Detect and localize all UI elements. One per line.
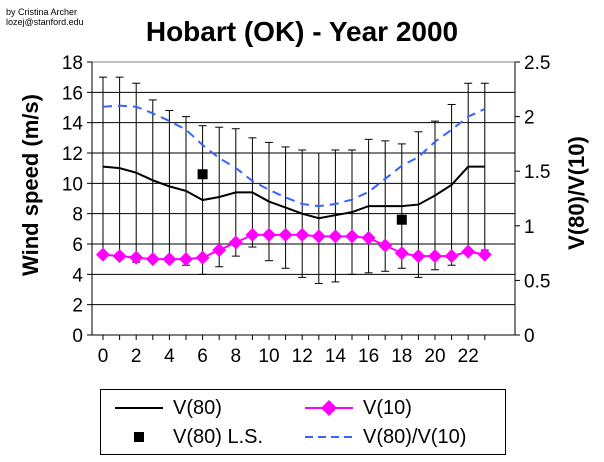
data-point-diamond (361, 230, 376, 245)
data-point-diamond (428, 249, 442, 264)
x-tick-label: 6 (197, 346, 208, 367)
y-tick-label: 0 (72, 326, 83, 347)
series-layer (96, 104, 492, 267)
y-tick-label: 4 (72, 265, 83, 286)
data-point-diamond (411, 249, 426, 264)
chart-title: Hobart (OK) - Year 2000 (145, 16, 459, 47)
data-point-diamond (461, 244, 476, 259)
y2-tick-label: 1.5 (524, 162, 550, 183)
credit-author: by Cristina Archer (6, 7, 78, 17)
x-tick-label: 22 (458, 346, 479, 367)
y-tick-label: 6 (72, 235, 83, 256)
legend-label: V(80)/V(10) (363, 426, 467, 448)
data-point-diamond (444, 249, 459, 264)
series-line (102, 233, 485, 261)
data-point-diamond (112, 249, 127, 264)
plot-frame (91, 61, 516, 336)
x-tick-label: 16 (358, 346, 379, 367)
data-point-diamond (228, 235, 243, 250)
legend-symbol-diamond (305, 400, 353, 416)
legend-symbol-solid-line (115, 407, 163, 409)
y2-tick-label: 2 (524, 108, 535, 129)
legend-symbol-square (134, 432, 144, 442)
data-point-diamond (245, 227, 260, 242)
x-tick-label: 8 (231, 346, 242, 367)
data-point-diamond (328, 229, 343, 244)
data-point-diamond (262, 227, 276, 242)
y2-tick-label: 0.5 (524, 271, 550, 292)
x-tick-label: 10 (258, 346, 279, 367)
data-point-diamond (394, 246, 409, 261)
y-tick-label: 12 (62, 144, 83, 165)
axes: 0 2 4 6 8 10 12 14 16 18 0 0.5 1 1.5 2 2.5 0 2 4 6 8 10 12 14 16… (62, 53, 551, 367)
data-point-diamond (162, 252, 177, 267)
data-point-diamond (129, 250, 144, 265)
y-tick-label: 2 (72, 296, 83, 317)
data-point-diamond (195, 250, 210, 265)
x-tick-label: 12 (292, 346, 313, 367)
data-point-diamond (179, 252, 193, 267)
x-tick-label: 2 (131, 346, 142, 367)
data-point-square (197, 169, 208, 180)
y-tick-label: 16 (62, 83, 83, 104)
legend-symbol-dashed-line (305, 436, 353, 438)
data-point-diamond (96, 247, 110, 262)
y-tick-label: 10 (62, 174, 83, 195)
x-tick-label: 14 (325, 346, 347, 367)
x-tick-label: 0 (98, 346, 109, 367)
legend: V(80) V(10) V(80) L.S. V(80)/V(10) (100, 389, 506, 455)
data-point-diamond (295, 227, 310, 242)
data-point-diamond (145, 252, 160, 267)
y-tick-label: 8 (72, 205, 83, 226)
error-bars (99, 76, 489, 284)
series-line (102, 165, 485, 220)
data-point-diamond (378, 238, 393, 253)
legend-label: V(80) (173, 397, 222, 419)
credit-email: lozej@stanford.edu (6, 17, 84, 27)
y-axis-label: Wind speed (m/s) (18, 94, 43, 276)
y2-tick-label: 1 (524, 217, 535, 238)
x-tick-label: 18 (391, 346, 412, 367)
data-point-diamond (212, 243, 227, 258)
y2-tick-label: 0 (524, 326, 535, 347)
legend-label: V(80) L.S. (173, 426, 264, 448)
series-line (102, 104, 486, 208)
y2-tick-label: 2.5 (524, 53, 550, 74)
x-tick-label: 4 (164, 346, 175, 367)
data-point-diamond (278, 227, 293, 242)
y-tick-label: 18 (62, 53, 83, 74)
y-tick-label: 14 (62, 114, 84, 135)
data-point-diamond (477, 247, 492, 262)
legend-label: V(10) (363, 397, 412, 419)
data-point-diamond (311, 229, 326, 244)
data-point-diamond (345, 229, 359, 244)
x-tick-label: 20 (424, 346, 445, 367)
y2-axis-label: V(80)/V(10) (564, 136, 589, 250)
data-point-square (396, 214, 407, 225)
